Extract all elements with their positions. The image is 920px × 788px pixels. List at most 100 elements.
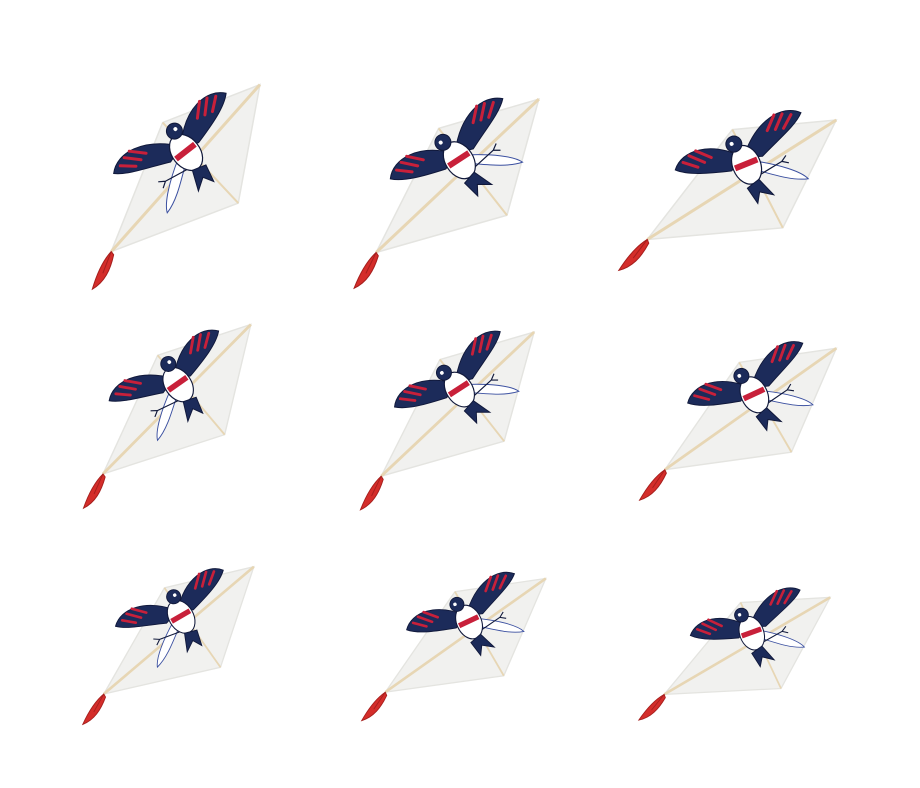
kite-tail-crease (651, 694, 665, 711)
bird-feathers-left (471, 100, 495, 125)
bird-figure (689, 587, 806, 668)
bird-eye (172, 593, 177, 597)
kite-svg (359, 330, 536, 511)
bird-legs (150, 400, 179, 418)
bird-tail (463, 171, 494, 198)
bird-feathers-right (193, 570, 216, 590)
bird-legs (158, 169, 188, 189)
kite-tail-crease (365, 252, 377, 274)
bird-eye (173, 127, 178, 132)
bird-feathers-left (769, 589, 793, 606)
bird-figure (389, 97, 524, 198)
kite-sail (662, 596, 832, 696)
kite-tail-tassel (353, 251, 379, 290)
bird-legs (763, 626, 789, 643)
kite-tail-crease (102, 251, 112, 274)
kite-svg (360, 571, 547, 722)
kite-group (82, 323, 252, 510)
bird-feathers-left (114, 379, 142, 397)
bird-legs (474, 143, 501, 168)
bird-legs (474, 373, 499, 396)
bird-head (449, 596, 465, 612)
bird-feathers-right (693, 382, 723, 401)
bird-figure (406, 571, 525, 657)
bird-feathers-right (398, 384, 427, 402)
kite-tail-tassel (617, 238, 650, 272)
kite-svg (637, 587, 832, 721)
bird-figure (394, 330, 520, 425)
bird-eye (438, 140, 443, 145)
kite-svg (638, 341, 838, 501)
kite-illustration (335, 545, 595, 765)
bird-tail (182, 396, 204, 423)
bird-head (725, 135, 743, 153)
kite-sail (645, 119, 838, 241)
kite-illustration (50, 310, 310, 530)
kite-illustration (50, 540, 310, 760)
kite-group (637, 587, 832, 721)
bird-tail (470, 633, 496, 657)
bird-head (733, 367, 750, 384)
bird-feathers-right (411, 610, 440, 628)
kite-tail-crease (373, 691, 386, 710)
bird-figure (674, 110, 810, 205)
bird-underwing (756, 629, 806, 648)
bird-underwing (473, 617, 525, 633)
bird-feathers-right (395, 154, 425, 174)
kite-tail-crease (371, 475, 382, 497)
kite-sail (101, 323, 252, 476)
bird-underwing (759, 390, 814, 407)
bird-tail (463, 400, 492, 425)
bird-figure (113, 92, 227, 214)
bird-tail (755, 407, 783, 432)
bird-figure (108, 329, 220, 442)
bird-belt (457, 614, 480, 629)
bird-head (435, 364, 452, 381)
kite-group (353, 97, 540, 290)
kite-illustration (330, 88, 590, 308)
kite-tail-crease (652, 469, 666, 489)
kite-illustration (620, 320, 880, 540)
bird-belt (170, 608, 192, 624)
bird-head (434, 133, 452, 151)
bird-feathers-left (470, 333, 493, 356)
bird-feathers-right (681, 149, 713, 169)
bird-belt (447, 150, 471, 169)
kite-group (359, 330, 536, 511)
kite-group (638, 341, 838, 501)
kite-tail-crease (632, 239, 648, 259)
kite-tail-crease (93, 473, 104, 495)
kite-group (81, 565, 255, 726)
bird-head (165, 122, 183, 140)
kite-tail-crease (93, 693, 105, 713)
kite-sail (109, 83, 261, 253)
bird-belt (740, 626, 763, 639)
bird-legs (760, 155, 790, 175)
kite-tail-tassel (359, 475, 384, 511)
bird-legs (768, 383, 795, 404)
kite-illustration (610, 92, 870, 312)
bird-feathers-left (118, 149, 148, 168)
bird-feathers-right (189, 331, 211, 355)
kite-illustration (330, 315, 590, 535)
bird-head (160, 355, 177, 372)
kite-illustration (60, 80, 320, 300)
kite-group (360, 571, 547, 722)
bird-underwing (156, 620, 182, 669)
bird-belt (166, 375, 189, 393)
bird-eye (453, 602, 457, 607)
bird-feathers-left (484, 574, 508, 593)
bird-tail (751, 645, 776, 668)
kite-tail-tassel (637, 693, 666, 721)
bird-tail (191, 164, 215, 193)
bird-feathers-left (765, 112, 793, 133)
kite-svg (91, 83, 262, 291)
kite-group (91, 83, 262, 291)
bird-legs (153, 631, 180, 646)
kite-svg (82, 323, 252, 510)
bird-eye (737, 613, 742, 617)
bird-tail (184, 629, 203, 654)
bird-belt (174, 141, 197, 162)
bird-feathers-right (195, 94, 218, 120)
